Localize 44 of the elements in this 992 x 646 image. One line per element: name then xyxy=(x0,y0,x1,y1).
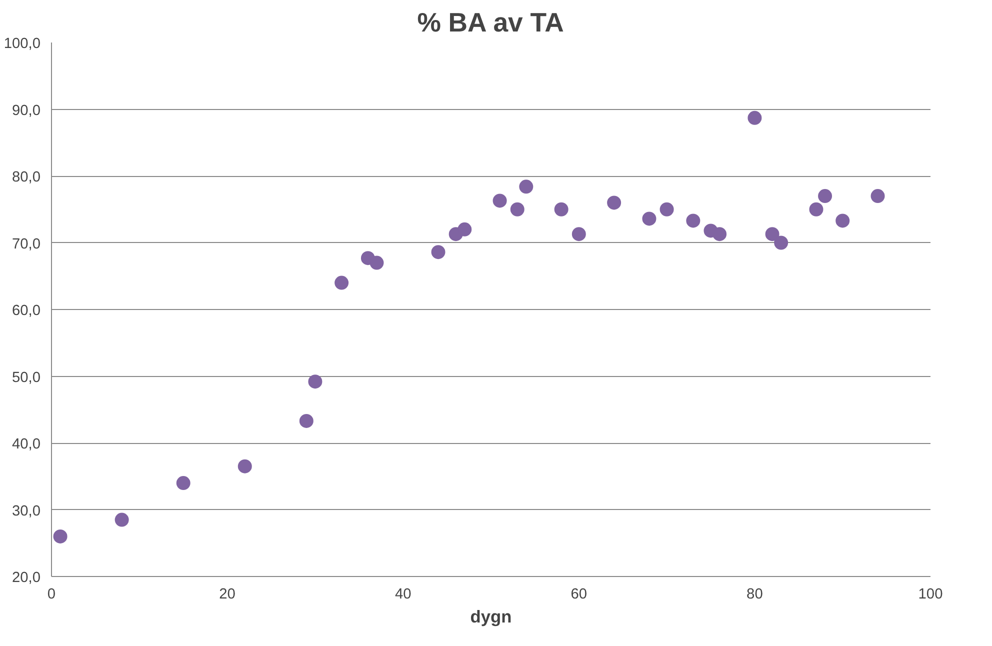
point xyxy=(114,512,129,527)
x-tick-label: 60 xyxy=(570,586,588,602)
y-tick-label: 20,0 xyxy=(12,570,41,586)
point xyxy=(572,227,586,242)
point xyxy=(554,202,568,216)
point xyxy=(299,414,314,428)
point xyxy=(686,214,700,228)
x-tick-label: 40 xyxy=(394,586,412,602)
y-tick-label: 40,0 xyxy=(12,436,41,452)
point xyxy=(176,476,190,490)
y-tick-label: 70,0 xyxy=(12,236,41,252)
point xyxy=(308,374,322,389)
chart-title: % BA av TA xyxy=(417,8,564,38)
point xyxy=(642,212,656,226)
point xyxy=(53,529,68,544)
point xyxy=(774,236,788,250)
y-tick-label: 90,0 xyxy=(12,102,41,119)
point xyxy=(836,214,850,228)
y-tick-label: 50,0 xyxy=(12,370,41,386)
point xyxy=(818,189,832,204)
point xyxy=(712,227,727,242)
point xyxy=(492,194,507,208)
y-tick-label: 30,0 xyxy=(12,503,41,520)
y-tick-label: 100,0 xyxy=(4,36,41,52)
point xyxy=(607,196,622,210)
point xyxy=(765,227,780,242)
x-axis-title: dygn xyxy=(470,606,512,626)
point xyxy=(431,245,446,260)
y-tick-label: 60,0 xyxy=(12,303,41,319)
point xyxy=(748,110,762,125)
x-tick-label: 80 xyxy=(746,586,763,602)
point xyxy=(238,459,252,474)
point xyxy=(870,189,885,204)
point xyxy=(660,202,674,216)
point xyxy=(510,202,524,216)
x-tick-label: 100 xyxy=(918,586,943,602)
point xyxy=(809,202,824,216)
x-tick-label: 0 xyxy=(47,586,56,602)
y-tick-label: 80,0 xyxy=(12,170,41,186)
x-tick-label: 20 xyxy=(219,586,236,602)
point xyxy=(519,180,534,194)
point xyxy=(458,222,472,236)
point xyxy=(334,276,349,290)
point xyxy=(370,256,384,270)
